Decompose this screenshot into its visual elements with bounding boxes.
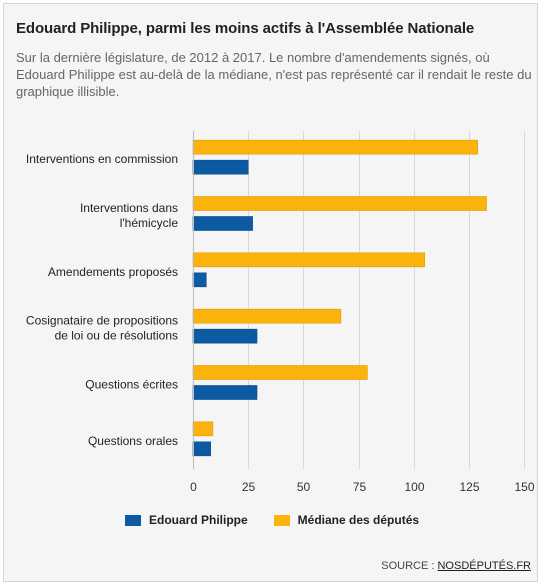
- source-line: SOURCE : NOSDÉPUTÉS.FR: [381, 560, 531, 572]
- x-tick-label: 25: [242, 480, 256, 494]
- bar-philippe: [192, 159, 249, 175]
- legend-item: Edouard Philippe: [125, 513, 248, 527]
- category-label: l'hémicycle: [120, 216, 179, 230]
- bar-median: [192, 196, 487, 211]
- legend-label: Médiane des députés: [297, 513, 420, 527]
- chart-title: Edouard Philippe, parmi les moins actifs…: [16, 20, 475, 37]
- legend-item: Médiane des députés: [273, 513, 420, 527]
- x-tick-label: 150: [514, 480, 534, 494]
- category-label: Amendements proposés: [48, 265, 178, 279]
- bar-philippe: [192, 328, 258, 344]
- source-link[interactable]: NOSDÉPUTÉS.FR: [437, 560, 531, 572]
- category-label: Interventions en commission: [26, 152, 178, 166]
- bar-philippe: [192, 272, 207, 288]
- category-label: Questions écrites: [85, 378, 178, 392]
- bar-philippe: [192, 385, 258, 400]
- x-tick-label: 75: [353, 480, 367, 494]
- x-tick-label: 125: [459, 480, 479, 494]
- bar-median: [192, 308, 342, 324]
- category-label: Questions orales: [88, 434, 178, 448]
- category-label: Interventions dans: [80, 201, 178, 215]
- bar-philippe: [192, 441, 211, 457]
- legend-swatch: [273, 514, 290, 526]
- source-label: SOURCE :: [381, 560, 438, 572]
- category-label: de loi ou de résolutions: [55, 329, 178, 343]
- x-tick-label: 0: [190, 480, 197, 494]
- chart-legend: Edouard Philippe Médiane des députés: [125, 513, 445, 527]
- category-label: Cosignataire de propositions: [26, 314, 178, 328]
- x-tick-label: 50: [297, 480, 311, 494]
- legend-label: Edouard Philippe: [149, 513, 248, 527]
- bar-median: [192, 252, 425, 268]
- x-tick-label: 100: [404, 480, 424, 494]
- chart-card: Edouard Philippe, parmi les moins actifs…: [3, 3, 538, 582]
- bar-median: [192, 421, 214, 437]
- legend-swatch: [125, 514, 141, 526]
- bar-philippe: [192, 216, 253, 231]
- chart-subtitle: Sur la dernière législature, de 2012 à 2…: [16, 50, 532, 99]
- bar-median: [192, 365, 368, 380]
- bar-median: [192, 139, 478, 155]
